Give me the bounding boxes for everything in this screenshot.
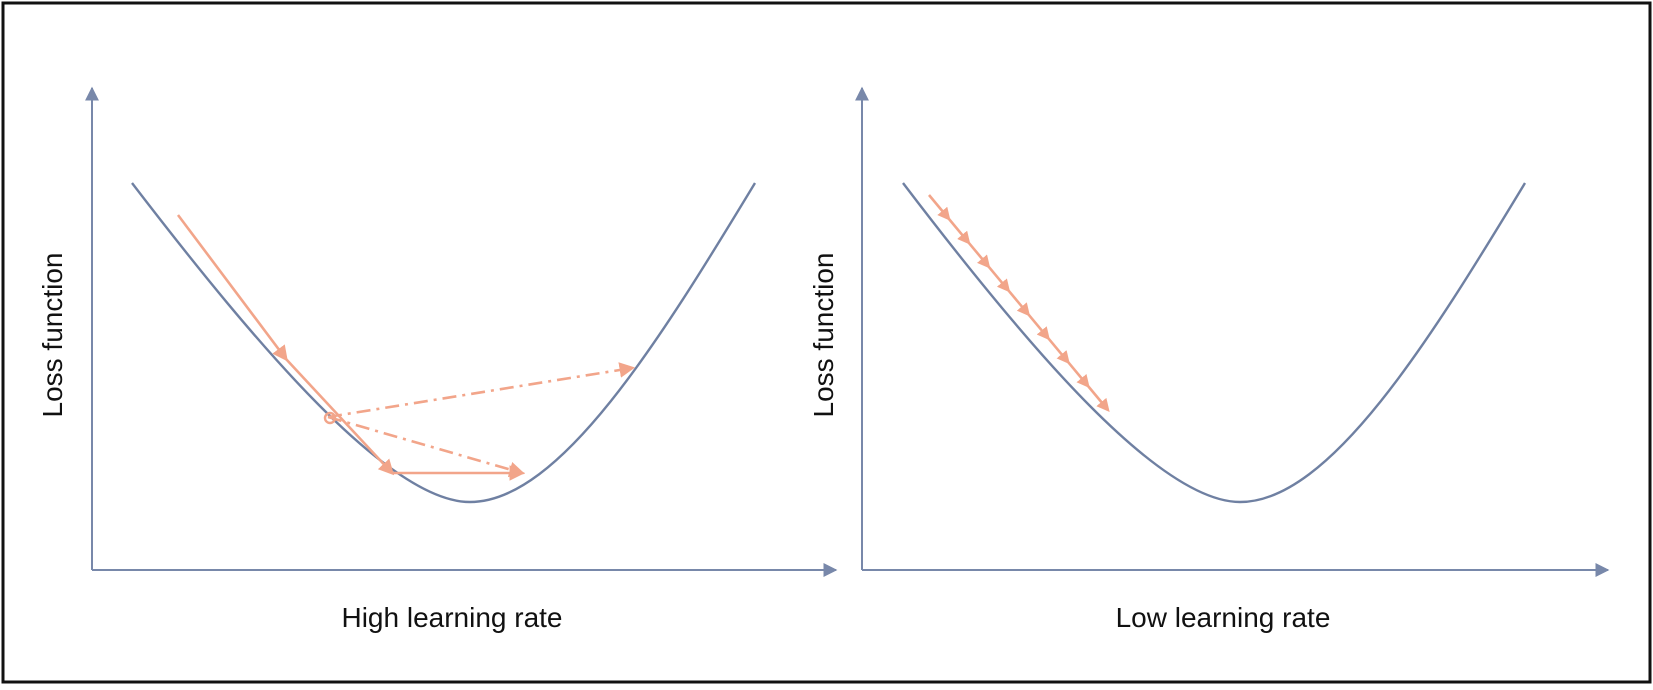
small-step <box>1047 337 1070 365</box>
small-step <box>1067 361 1090 389</box>
small-step <box>947 218 971 245</box>
step-overshoot-2 <box>327 362 636 419</box>
loss-curve-left <box>131 182 757 504</box>
step-overshoot-1 <box>327 415 525 478</box>
x-axis-label-right: Low learning rate <box>1116 602 1331 633</box>
small-step <box>987 265 1011 293</box>
loss-curve-right <box>902 182 1527 504</box>
panel-low-learning-rate: Loss function Low learning rate <box>808 86 1610 633</box>
overshoot-origin <box>323 411 337 425</box>
y-axis-label-right: Loss function <box>808 253 839 418</box>
small-steps-group <box>928 194 1110 412</box>
small-step <box>1007 289 1031 317</box>
small-step <box>967 241 991 269</box>
small-step <box>1087 385 1110 412</box>
panel-high-learning-rate: Loss function High learning rate <box>37 86 838 633</box>
step-1 <box>176 214 288 362</box>
x-axis-label-left: High learning rate <box>341 602 562 633</box>
small-step <box>1027 313 1050 341</box>
y-axis-label-left: Loss function <box>37 253 68 418</box>
small-step <box>928 194 951 221</box>
